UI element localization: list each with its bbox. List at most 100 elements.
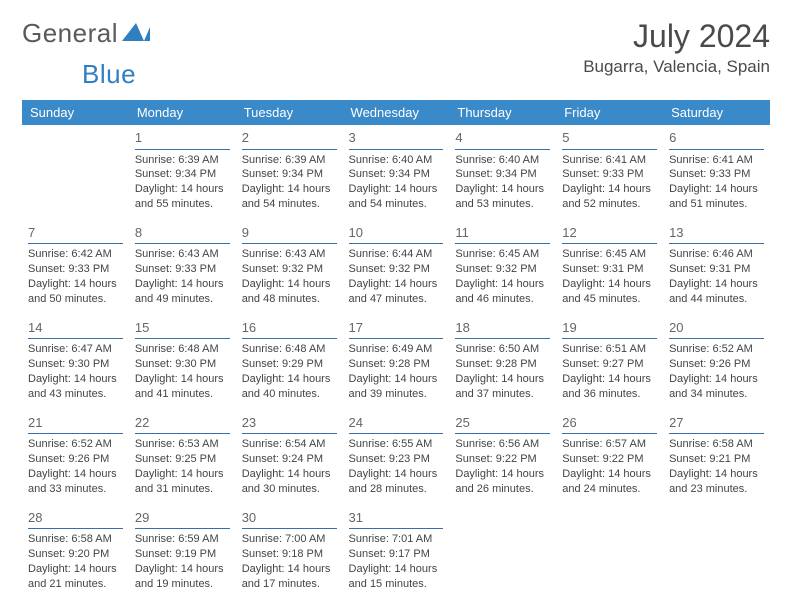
day-info-line: Daylight: 14 hours xyxy=(242,467,337,482)
day-cell: 18Sunrise: 6:50 AMSunset: 9:28 PMDayligh… xyxy=(449,315,556,410)
day-info-line: Sunset: 9:25 PM xyxy=(135,452,230,467)
day-info-line: Sunset: 9:17 PM xyxy=(349,547,444,562)
day-cell: 16Sunrise: 6:48 AMSunset: 9:29 PMDayligh… xyxy=(236,315,343,410)
day-cell: 4Sunrise: 6:40 AMSunset: 9:34 PMDaylight… xyxy=(449,125,556,220)
day-info-line: Daylight: 14 hours xyxy=(669,277,764,292)
day-number: 27 xyxy=(669,414,764,435)
day-number: 7 xyxy=(28,224,123,245)
column-header: Sunday xyxy=(22,100,129,125)
day-info-line: Sunset: 9:28 PM xyxy=(349,357,444,372)
day-number: 29 xyxy=(135,509,230,530)
day-info-line: Daylight: 14 hours xyxy=(455,182,550,197)
day-info-line: Sunrise: 6:47 AM xyxy=(28,342,123,357)
column-header: Friday xyxy=(556,100,663,125)
day-cell: 3Sunrise: 6:40 AMSunset: 9:34 PMDaylight… xyxy=(343,125,450,220)
day-info-line: Sunrise: 6:50 AM xyxy=(455,342,550,357)
day-info-line: Sunset: 9:33 PM xyxy=(562,167,657,182)
day-number: 21 xyxy=(28,414,123,435)
day-info-line: Daylight: 14 hours xyxy=(349,277,444,292)
day-info-line: Daylight: 14 hours xyxy=(135,562,230,577)
day-info-line: Daylight: 14 hours xyxy=(455,467,550,482)
day-info-line: Sunset: 9:33 PM xyxy=(28,262,123,277)
day-info-line: Sunset: 9:22 PM xyxy=(455,452,550,467)
day-cell: 20Sunrise: 6:52 AMSunset: 9:26 PMDayligh… xyxy=(663,315,770,410)
day-info-line: Sunset: 9:23 PM xyxy=(349,452,444,467)
day-cell: 7Sunrise: 6:42 AMSunset: 9:33 PMDaylight… xyxy=(22,220,129,315)
day-number: 25 xyxy=(455,414,550,435)
day-info-line: Sunrise: 6:40 AM xyxy=(455,153,550,168)
day-info-line: Sunrise: 6:58 AM xyxy=(28,532,123,547)
day-info-line: Daylight: 14 hours xyxy=(349,182,444,197)
day-info-line: Sunset: 9:34 PM xyxy=(349,167,444,182)
day-info-line: Daylight: 14 hours xyxy=(349,372,444,387)
day-cell: 9Sunrise: 6:43 AMSunset: 9:32 PMDaylight… xyxy=(236,220,343,315)
day-info-line: and 54 minutes. xyxy=(349,197,444,212)
day-info-line: and 17 minutes. xyxy=(242,577,337,592)
day-info-line: and 21 minutes. xyxy=(28,577,123,592)
day-info-line: and 34 minutes. xyxy=(669,387,764,402)
day-info-line: Sunrise: 6:54 AM xyxy=(242,437,337,452)
day-info-line: and 48 minutes. xyxy=(242,292,337,307)
day-info-line: Sunset: 9:33 PM xyxy=(135,262,230,277)
column-header: Tuesday xyxy=(236,100,343,125)
day-info-line: and 19 minutes. xyxy=(135,577,230,592)
day-number xyxy=(562,509,657,529)
day-info-line: Daylight: 14 hours xyxy=(455,277,550,292)
day-cell xyxy=(556,505,663,600)
day-cell: 1Sunrise: 6:39 AMSunset: 9:34 PMDaylight… xyxy=(129,125,236,220)
day-info-line: Sunset: 9:29 PM xyxy=(242,357,337,372)
day-info-line: and 55 minutes. xyxy=(135,197,230,212)
column-header: Saturday xyxy=(663,100,770,125)
day-info-line: Daylight: 14 hours xyxy=(28,562,123,577)
day-info-line: and 37 minutes. xyxy=(455,387,550,402)
day-cell: 10Sunrise: 6:44 AMSunset: 9:32 PMDayligh… xyxy=(343,220,450,315)
day-info-line: and 28 minutes. xyxy=(349,482,444,497)
day-number: 11 xyxy=(455,224,550,245)
day-number: 30 xyxy=(242,509,337,530)
day-info-line: Sunrise: 6:39 AM xyxy=(135,153,230,168)
day-info-line: Daylight: 14 hours xyxy=(669,182,764,197)
day-number: 19 xyxy=(562,319,657,340)
calendar-table: SundayMondayTuesdayWednesdayThursdayFrid… xyxy=(22,100,770,600)
day-info-line: Sunrise: 6:51 AM xyxy=(562,342,657,357)
day-info-line: Sunrise: 6:55 AM xyxy=(349,437,444,452)
day-info-line: Sunrise: 6:41 AM xyxy=(669,153,764,168)
day-number: 26 xyxy=(562,414,657,435)
logo-triangle2-icon xyxy=(144,27,150,41)
day-info-line: Sunset: 9:26 PM xyxy=(669,357,764,372)
day-info-line: Sunrise: 6:52 AM xyxy=(669,342,764,357)
day-info-line: and 15 minutes. xyxy=(349,577,444,592)
day-cell: 31Sunrise: 7:01 AMSunset: 9:17 PMDayligh… xyxy=(343,505,450,600)
day-info-line: Sunset: 9:32 PM xyxy=(455,262,550,277)
day-info-line: Sunrise: 6:49 AM xyxy=(349,342,444,357)
table-row: 21Sunrise: 6:52 AMSunset: 9:26 PMDayligh… xyxy=(22,410,770,505)
day-info-line: Sunset: 9:31 PM xyxy=(562,262,657,277)
day-info-line: Sunset: 9:31 PM xyxy=(669,262,764,277)
day-info-line: Sunset: 9:24 PM xyxy=(242,452,337,467)
day-cell: 17Sunrise: 6:49 AMSunset: 9:28 PMDayligh… xyxy=(343,315,450,410)
day-info-line: and 30 minutes. xyxy=(242,482,337,497)
day-info-line: Sunset: 9:33 PM xyxy=(669,167,764,182)
day-number: 12 xyxy=(562,224,657,245)
day-info-line: Daylight: 14 hours xyxy=(28,372,123,387)
day-cell: 6Sunrise: 6:41 AMSunset: 9:33 PMDaylight… xyxy=(663,125,770,220)
day-info-line: Sunset: 9:22 PM xyxy=(562,452,657,467)
day-cell: 11Sunrise: 6:45 AMSunset: 9:32 PMDayligh… xyxy=(449,220,556,315)
day-number: 24 xyxy=(349,414,444,435)
day-number: 31 xyxy=(349,509,444,530)
day-info-line: and 33 minutes. xyxy=(28,482,123,497)
day-info-line: Sunset: 9:18 PM xyxy=(242,547,337,562)
day-number: 15 xyxy=(135,319,230,340)
logo-text-general: General xyxy=(22,18,118,49)
day-info-line: Sunset: 9:30 PM xyxy=(135,357,230,372)
day-info-line: Sunrise: 6:39 AM xyxy=(242,153,337,168)
day-info-line: Sunset: 9:32 PM xyxy=(242,262,337,277)
day-number: 2 xyxy=(242,129,337,150)
day-info-line: Daylight: 14 hours xyxy=(135,372,230,387)
day-number xyxy=(455,509,550,529)
table-row: 7Sunrise: 6:42 AMSunset: 9:33 PMDaylight… xyxy=(22,220,770,315)
day-number: 28 xyxy=(28,509,123,530)
day-number: 20 xyxy=(669,319,764,340)
day-info-line: and 41 minutes. xyxy=(135,387,230,402)
day-info-line: Sunrise: 6:59 AM xyxy=(135,532,230,547)
